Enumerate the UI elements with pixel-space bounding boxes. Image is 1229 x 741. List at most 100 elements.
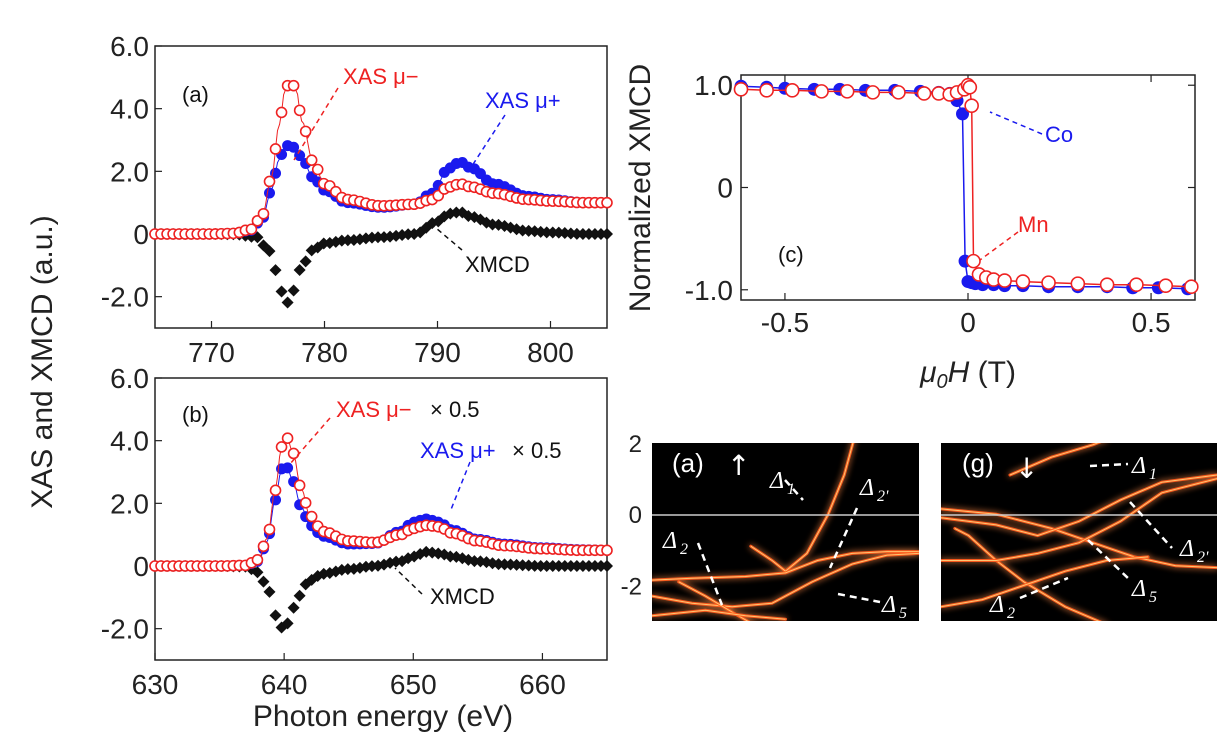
svg-text:2': 2' <box>877 488 889 505</box>
svg-text:Δ: Δ <box>769 468 784 494</box>
panel-b-xmcd-point <box>281 617 294 630</box>
panel-b-mu_minus-point <box>299 497 312 509</box>
panel-b-xmcd-point <box>251 566 264 579</box>
panel-b-xmcd-point <box>552 560 565 572</box>
svg-text:Δ: Δ <box>989 592 1004 618</box>
panel-a-xas-co: 770 780 790 800 6.0 4.0 2.0 0 -2.0 (a) XAS μ− XA… <box>101 31 613 368</box>
panel-a-xtick-label: 800 <box>527 337 574 368</box>
band-up-panel-label: (a) <box>672 448 704 478</box>
panel-c-mn-point <box>759 83 774 98</box>
panel-a-xmcd-point <box>576 227 589 240</box>
svg-text:5: 5 <box>899 605 907 622</box>
bandup-marks-band-core <box>678 581 749 621</box>
panel-b-xmcd-point <box>582 560 595 572</box>
panel-b-ytick-label: 4.0 <box>110 426 149 457</box>
panel-a-ytick-label: 2.0 <box>110 156 149 187</box>
panel-c-mn-point <box>1041 275 1056 290</box>
panel-a-mu_plus-line <box>155 144 607 235</box>
panel-b-mu_minus-point <box>263 523 276 536</box>
panel-b-xtick-label: 660 <box>519 669 566 700</box>
panel-b-mu_plus-point <box>282 462 294 474</box>
panel-b-xmcd-point <box>257 575 270 588</box>
panel-a-mu_minus-point <box>257 207 270 220</box>
panel-a-xmcd-point <box>601 228 613 240</box>
panel-c-mn-point <box>1099 277 1115 292</box>
panel-c-mn-point <box>1184 279 1199 295</box>
panel-b-xmcd-point <box>263 585 276 598</box>
panel-a-xmcd-point <box>594 228 607 240</box>
panel-b-xtick-label: 640 <box>261 669 308 700</box>
panel-a-xmcd-point <box>287 284 300 297</box>
panel-a-xmcd-point <box>275 285 288 298</box>
banddn-marks-band-core <box>941 556 1149 608</box>
panel-c-mn-label: Mn <box>1018 212 1049 237</box>
svg-text:Δ: Δ <box>1131 453 1146 479</box>
panel-b-xmcd-label: XMCD <box>430 584 495 609</box>
panel-a-xmcd-point <box>582 228 595 240</box>
panel-c-co-label: Co <box>1045 122 1073 147</box>
svg-text:2': 2' <box>1197 549 1209 566</box>
banddn-marks-band-core <box>941 508 1217 569</box>
panel-a-xmcd-point <box>293 264 306 277</box>
panel-b-mu_minus-point <box>251 553 264 566</box>
svg-text:2: 2 <box>680 541 688 558</box>
panel-a-ytick-label: 4.0 <box>110 94 149 125</box>
panel-a-xtick-label: 780 <box>301 337 348 368</box>
bandup-marks-band-core <box>652 551 919 581</box>
panel-a-mu_minus-point <box>269 143 282 155</box>
panel-c-ytick-label: 1.0 <box>694 70 733 101</box>
panel-a-mu_minus-point <box>275 106 288 119</box>
panel-a-mu_plus-point <box>264 187 276 199</box>
panel-a-xmcd-point <box>281 296 294 309</box>
panel-c-mn-point <box>997 273 1012 288</box>
panel-b-xmcd-point <box>564 560 577 572</box>
panel-c-xtick-label: -0.5 <box>761 307 809 338</box>
panel-b-xtick-label: 630 <box>132 669 179 700</box>
svg-text:Δ: Δ <box>1131 576 1146 602</box>
svg-text:Δ: Δ <box>662 528 677 554</box>
panel-b-xmcd-point <box>570 560 583 572</box>
bandup-marks-band-core <box>652 609 786 620</box>
panel-b-xmcd-point <box>576 560 589 572</box>
panel-b-mu_minus-point <box>293 479 306 492</box>
band-down-panel-label: (g) <box>962 448 994 478</box>
panel-a-mu_minus-point <box>293 104 306 117</box>
panel-c-mn-point <box>964 98 979 113</box>
svg-text:Δ: Δ <box>881 592 896 618</box>
panel-a-mu_minus-point <box>263 175 276 188</box>
band-up-delta2p-label: Δ 2' <box>859 475 889 505</box>
panel-b-ytick-label: 6.0 <box>110 363 149 394</box>
panel-b-ytick-label: 2.0 <box>110 488 149 519</box>
panel-b-xmcd-point <box>287 601 300 614</box>
banddn-marks-band-core <box>941 474 1217 537</box>
band-up-ytick-label: 2 <box>629 431 642 458</box>
panel-a-mu_minus-point <box>311 163 324 176</box>
panel-c-mn-point <box>1070 276 1086 291</box>
panel-c-mn-point <box>784 83 800 98</box>
panel-b-mu-minus-label: XAS μ− <box>336 397 412 422</box>
panel-c-xtick-label: 0 <box>960 307 976 338</box>
panel-b-mu_minus-point <box>269 484 282 497</box>
svg-text:Δ: Δ <box>859 475 874 501</box>
xlabel-left: Photon energy (eV) <box>253 700 513 733</box>
panel-b-ytick-label: -2.0 <box>101 614 149 645</box>
svg-text:5: 5 <box>1149 589 1157 606</box>
panel-c-mn-point <box>966 253 981 269</box>
banddn-marks-band-core <box>1009 443 1099 476</box>
panel-b-xmcd-point <box>588 560 601 572</box>
panel-b-mu-plus-scale: × 0.5 <box>512 438 562 463</box>
panel-c-mn-point <box>814 84 829 99</box>
panel-a-mu_minus-point <box>245 223 258 236</box>
ylabel-left: XAS and XMCD (a.u.) <box>26 215 59 508</box>
panel-c-ytick-label: -1.0 <box>685 275 733 306</box>
band-down-delta2p-label: Δ 2' <box>1179 536 1209 566</box>
panel-a-xmcd-point <box>263 245 276 258</box>
band-up-spin-arrow: ↑ <box>727 449 750 482</box>
panel-b-mu_minus-point <box>257 540 270 553</box>
panel-c-mn-point <box>1129 277 1144 292</box>
panel-b-mu-minus-scale: × 0.5 <box>430 397 480 422</box>
